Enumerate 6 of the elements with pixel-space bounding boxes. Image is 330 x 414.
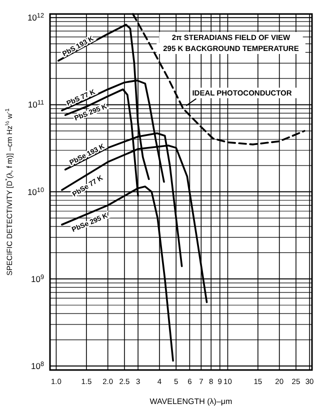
y-tick-label: 10$^{9}$ (30, 273, 44, 284)
x-axis-title: WAVELENGTH (λ)–μm (150, 397, 233, 406)
y-tick-label: 10$^{12}$ (27, 12, 44, 23)
y-tick-label: 10$^{11}$ (28, 99, 44, 110)
y-tick-label: 10$^{10}$ (27, 186, 44, 197)
y-tick-label: 10$^{8}$ (30, 360, 44, 372)
